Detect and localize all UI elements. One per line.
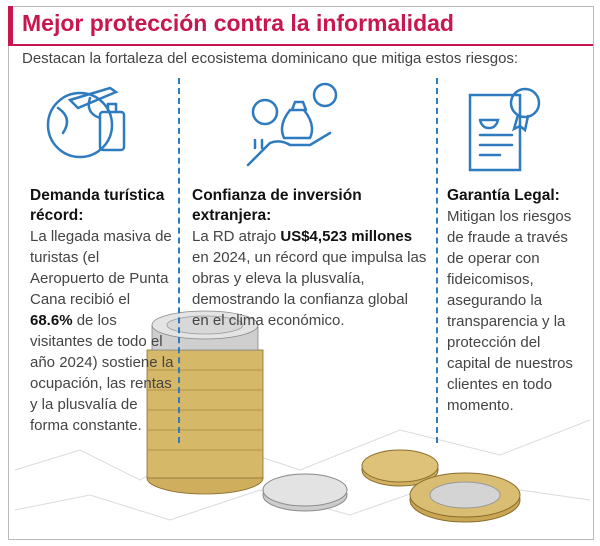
title-rule — [8, 44, 593, 46]
accent-bar — [8, 6, 13, 44]
separator — [178, 78, 180, 443]
frame — [8, 6, 594, 540]
column: Demanda turística récord: La llegada masi… — [30, 186, 175, 436]
column: Garantía Legal: Mitigan los riesgos de fr… — [447, 186, 587, 416]
subtitle: Destacan la fortaleza del ecosistema dom… — [22, 50, 519, 67]
column-heading: Garantía Legal: — [447, 187, 560, 204]
column-heading: Demanda turística récord: — [30, 187, 165, 224]
highlight: 68.6% — [30, 312, 73, 329]
title: Mejor protección contra la informalidad — [22, 10, 454, 36]
body-text: Mitigan los riesgos de fraude a través d… — [447, 208, 573, 414]
column: Confianza de inversión extranjera: La RD … — [192, 186, 428, 331]
body-text: en 2024, un récord que impulsa las obras… — [192, 249, 427, 329]
body-text: La llegada masiva de turistas (el Aeropu… — [30, 228, 172, 308]
column-body: La llegada masiva de turistas (el Aeropu… — [30, 226, 175, 436]
column-body: Mitigan los riesgos de fraude a través d… — [447, 206, 587, 416]
separator — [436, 78, 438, 443]
column-body: La RD atrajo US$4,523 millones en 2024, … — [192, 226, 428, 331]
highlight: US$4,523 millones — [280, 228, 413, 245]
body-text: de los visitantes de todo el año 2024) s… — [30, 312, 174, 434]
body-text: La RD atrajo — [192, 228, 281, 245]
column-heading: Confianza de inversión extranjera: — [192, 187, 362, 224]
